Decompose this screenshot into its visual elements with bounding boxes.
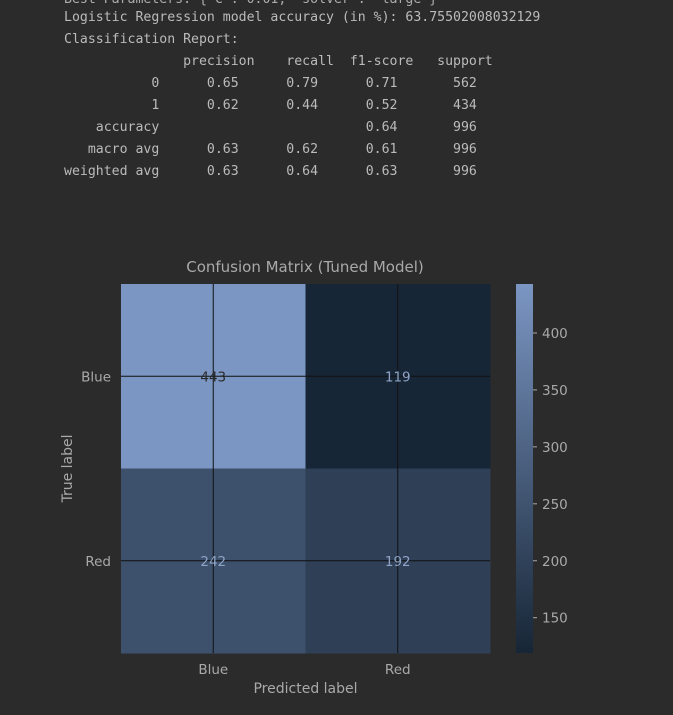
console-line-report-heading: Classification Report: xyxy=(64,32,239,47)
cm-cell-value: 192 xyxy=(385,554,411,570)
console-line-accuracy: Logistic Regression model accuracy (in %… xyxy=(64,10,541,25)
report-row: 1 0.62 0.44 0.52 434 xyxy=(64,98,477,113)
y-axis-label: True label xyxy=(60,434,76,503)
report-row: accuracy 0.64 996 xyxy=(64,120,477,135)
report-row: weighted avg 0.63 0.64 0.63 996 xyxy=(64,164,477,179)
y-tick-label: Blue xyxy=(81,369,111,385)
colorbar-tick-label: 250 xyxy=(542,497,568,513)
console-line-best-params: Best Parameters: {'C': 0.01, 'solver': '… xyxy=(64,0,437,11)
classification-report-table: precision recall f1-score support 0 0.65… xyxy=(64,51,493,183)
report-row: macro avg 0.63 0.62 0.61 996 xyxy=(64,142,477,157)
cm-cell-value: 242 xyxy=(200,554,226,570)
x-axis-label: Predicted label xyxy=(253,681,357,697)
colorbar-tick-label: 150 xyxy=(542,611,568,627)
colorbar xyxy=(516,284,533,653)
colorbar-tick-label: 200 xyxy=(542,554,568,570)
colorbar-tick-label: 350 xyxy=(542,383,568,399)
report-row: 0 0.65 0.79 0.71 562 xyxy=(64,76,477,91)
chart-title: Confusion Matrix (Tuned Model) xyxy=(186,258,424,276)
colorbar-tick-label: 300 xyxy=(542,440,568,456)
x-tick-label: Red xyxy=(385,662,411,678)
cm-cell-value: 443 xyxy=(200,369,226,385)
report-header-row: precision recall f1-score support xyxy=(64,54,493,69)
colorbar-tick-label: 400 xyxy=(542,326,568,342)
y-tick-label: Red xyxy=(85,554,111,570)
cm-cell-value: 119 xyxy=(385,369,411,385)
x-tick-label: Blue xyxy=(198,662,228,678)
